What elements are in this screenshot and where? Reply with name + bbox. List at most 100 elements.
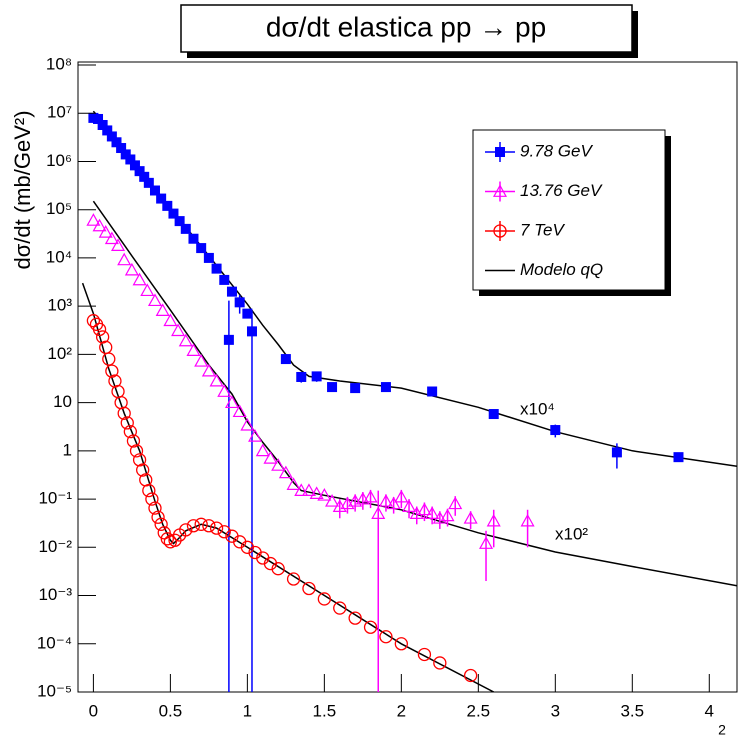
marker: [240, 417, 255, 431]
marker: [448, 496, 463, 510]
legend-marker: [495, 147, 505, 157]
marker: [178, 333, 193, 347]
marker: [163, 313, 178, 327]
model-curve: [81, 282, 495, 692]
marker: [123, 425, 138, 439]
marker: [217, 384, 232, 397]
x-tick-label: 1.5: [313, 701, 337, 720]
legend-label: 13.76 GeV: [520, 181, 603, 200]
marker: [92, 322, 107, 337]
marker: [120, 149, 131, 160]
marker: [155, 303, 170, 316]
marker: [327, 382, 338, 393]
marker: [147, 293, 163, 307]
marker: [160, 532, 174, 546]
legend-marker: [493, 224, 507, 238]
y-tick-label: 1: [63, 440, 72, 459]
marker: [179, 523, 193, 537]
marker: [203, 252, 214, 263]
marker: [156, 193, 167, 204]
marker: [168, 208, 179, 219]
y-tick-label: 10⁻⁵: [37, 681, 72, 700]
marker: [479, 536, 494, 549]
marker: [371, 506, 386, 519]
marker: [317, 592, 332, 606]
marker: [186, 519, 201, 533]
marker: [151, 510, 165, 524]
y-tick-label: 10⁷: [47, 103, 72, 122]
marker: [417, 502, 432, 516]
marker: [129, 444, 144, 458]
marker: [311, 371, 322, 382]
marker: [106, 131, 117, 142]
marker: [433, 656, 447, 670]
legend-label: 7 TeV: [520, 220, 565, 239]
marker: [209, 521, 224, 535]
marker: [278, 465, 293, 479]
marker: [145, 492, 159, 506]
marker: [132, 272, 147, 286]
marker: [132, 453, 147, 467]
marker: [162, 200, 173, 211]
marker: [142, 483, 156, 498]
marker: [196, 243, 207, 254]
marker: [157, 526, 171, 540]
marker: [286, 572, 301, 586]
marker: [99, 340, 113, 354]
x-tick-label: 3: [551, 701, 560, 720]
marker: [488, 409, 499, 420]
marker: [111, 137, 122, 148]
marker: [378, 494, 393, 507]
y-tick-label: 10⁸: [46, 54, 72, 73]
model-curve: [92, 200, 737, 587]
marker: [309, 486, 324, 499]
marker: [394, 637, 408, 651]
marker: [136, 463, 150, 477]
marker: [201, 363, 216, 377]
marker: [194, 517, 208, 531]
marker: [486, 513, 501, 527]
marker: [325, 494, 340, 507]
marker: [350, 383, 361, 394]
x-tick-label: 1: [243, 701, 252, 720]
marker: [294, 483, 309, 496]
marker: [120, 416, 134, 430]
y-tick-label: 10⁻²: [38, 537, 72, 556]
marker: [263, 451, 278, 464]
y-tick-label: 10⁻³: [38, 585, 72, 604]
marker: [219, 274, 230, 285]
title-box: [180, 4, 633, 53]
marker: [139, 171, 150, 182]
marker: [363, 489, 378, 503]
marker: [242, 308, 253, 319]
x-axis-title: 2: [718, 722, 726, 738]
marker: [105, 364, 119, 378]
marker: [171, 323, 186, 337]
x-tick-label: 0: [89, 701, 98, 720]
marker: [149, 185, 160, 196]
marker: [386, 496, 401, 510]
marker: [550, 425, 561, 436]
marker: [148, 501, 162, 515]
marker: [280, 354, 291, 365]
y-tick-label: 10⁻¹: [38, 489, 72, 508]
plot-area: [81, 110, 737, 692]
y-tick-label: 10: [53, 392, 72, 411]
y-tick-label: 10⁶: [46, 151, 72, 170]
marker: [126, 434, 141, 448]
marker: [380, 382, 391, 393]
marker: [188, 233, 199, 244]
marker: [116, 143, 127, 154]
marker: [154, 517, 168, 531]
marker: [427, 386, 438, 397]
marker: [234, 297, 245, 308]
y-tick-label: 10⁵: [46, 199, 72, 218]
y-axis-title: dσ/dt (mb/GeV²): [10, 110, 35, 269]
y-tick-label: 10⁴: [46, 247, 72, 266]
y-tick-label: 10³: [47, 296, 72, 315]
marker: [92, 218, 107, 232]
x-tick-label: 3.5: [620, 701, 644, 720]
x-tick-label: 4: [705, 701, 714, 720]
marker: [134, 166, 145, 177]
